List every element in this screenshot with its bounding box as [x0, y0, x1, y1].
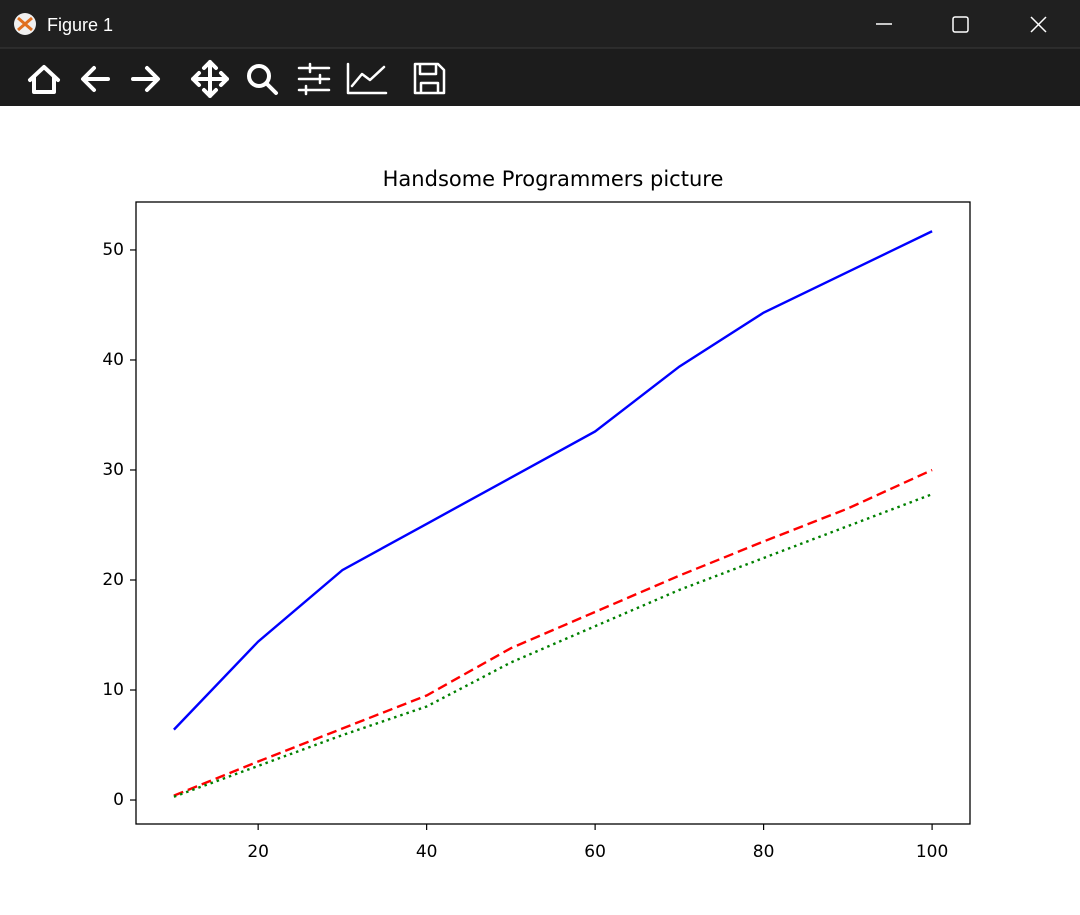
toolbar: [0, 48, 1080, 106]
window-title: Figure 1: [47, 15, 113, 35]
configure-button[interactable]: [297, 62, 331, 96]
y-tick-label: 0: [113, 790, 124, 810]
save-button[interactable]: [413, 62, 446, 95]
x-tick-label: 80: [753, 842, 775, 862]
close-button[interactable]: [1030, 16, 1047, 33]
series-line: [173, 468, 933, 797]
edit-axis-button[interactable]: [346, 62, 388, 95]
app-icon-mark: [17, 16, 33, 32]
y-tick-label: 30: [102, 460, 124, 480]
y-tick-label: 50: [102, 240, 124, 260]
title-bar: [0, 0, 1080, 48]
zoom-button[interactable]: [247, 64, 278, 95]
chart-title: Handsome Programmers picture: [383, 167, 724, 191]
x-tick-label: 20: [247, 842, 269, 862]
x-tick-label: 60: [584, 842, 606, 862]
y-tick-label: 20: [102, 570, 124, 590]
axes-frame: [135, 201, 971, 825]
series-line: [173, 230, 933, 731]
y-tick-label: 10: [102, 680, 124, 700]
x-tick-label: 40: [416, 842, 438, 862]
home-button[interactable]: [28, 65, 60, 94]
maximize-button[interactable]: [952, 16, 969, 33]
x-tick-label: 100: [916, 842, 948, 862]
forward-button[interactable]: [131, 66, 160, 92]
back-button[interactable]: [81, 66, 110, 92]
pan-button[interactable]: [191, 60, 229, 98]
y-tick-label: 40: [102, 350, 124, 370]
